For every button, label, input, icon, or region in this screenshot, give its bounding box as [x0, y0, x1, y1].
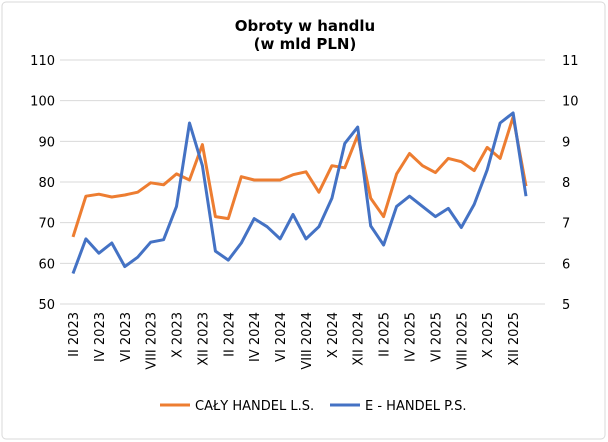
legend-label-2: E - HANDEL P.S.: [365, 399, 467, 414]
y-right-tick-label: 11: [562, 54, 579, 69]
x-tick-label: VIII 2024: [300, 312, 315, 370]
x-tick-label: IV 2025: [404, 312, 419, 362]
y-left-tick-label: 80: [38, 176, 55, 191]
x-tick-label: VIII 2023: [145, 312, 160, 370]
y-left-tick-label: 60: [38, 257, 55, 272]
x-tick-label: X 2025: [481, 312, 496, 358]
x-tick-label: II 2023: [67, 312, 82, 357]
x-tick-label: IV 2023: [93, 312, 108, 362]
x-tick-label: XII 2025: [507, 312, 522, 366]
x-tick-label: XII 2024: [352, 312, 367, 366]
x-tick-label: II 2024: [222, 312, 237, 357]
x-tick-label: VI 2025: [429, 312, 444, 362]
x-tick-label: X 2024: [326, 312, 341, 358]
legend-label-1: CAŁY HANDEL L.S.: [195, 399, 314, 414]
x-tick-label: X 2023: [171, 312, 186, 358]
y-right-tick-label: 10: [562, 95, 579, 110]
chart-title-line1: Obroty w handlu: [235, 17, 375, 35]
y-left-tick-label: 90: [38, 135, 55, 150]
y-right-tick-label: 6: [562, 257, 570, 272]
y-right-tick-label: 7: [562, 217, 570, 232]
x-tick-label: II 2025: [378, 312, 393, 357]
x-tick-label: VIII 2025: [455, 312, 470, 370]
y-right-tick-label: 5: [562, 298, 570, 313]
series-line-1: [71, 115, 528, 238]
y-left-tick-label: 100: [30, 95, 55, 110]
y-left-tick-label: 70: [38, 217, 55, 232]
y-left-tick-label: 50: [38, 298, 55, 313]
chart-title-line2: (w mld PLN): [254, 35, 357, 53]
x-tick-label: XII 2023: [196, 312, 211, 366]
x-tick-label: VI 2023: [119, 312, 134, 362]
x-tick-label: IV 2024: [248, 312, 263, 362]
y-right-tick-label: 9: [562, 135, 570, 150]
x-tick-label: VI 2024: [274, 312, 289, 362]
y-right-tick-label: 8: [562, 176, 570, 191]
y-left-tick-label: 110: [30, 54, 55, 69]
series-line-2: [71, 111, 528, 275]
